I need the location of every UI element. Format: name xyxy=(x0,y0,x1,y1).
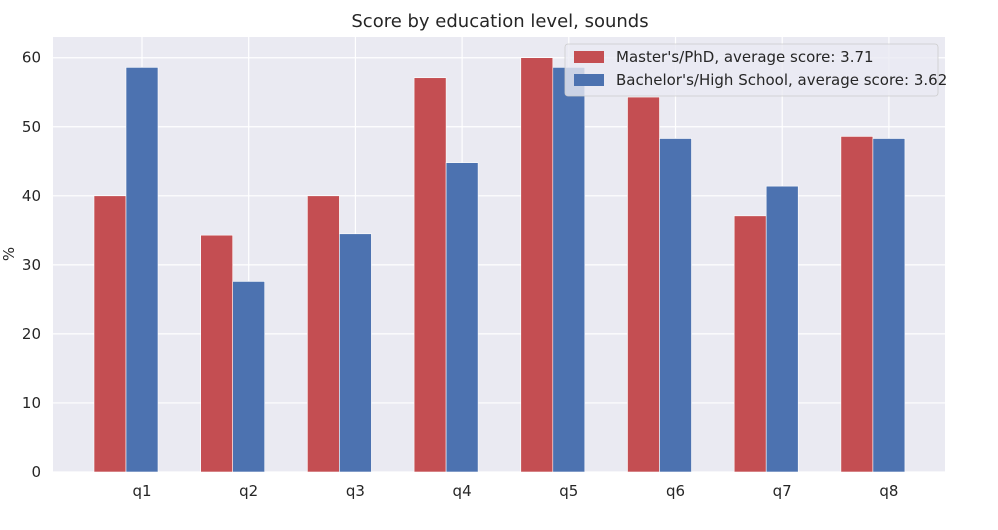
chart-title: Score by education level, sounds xyxy=(351,11,648,32)
bar-masters-phd xyxy=(200,234,233,473)
bar-bachelors-high-school xyxy=(552,67,586,473)
x-tick-label: q1 xyxy=(132,482,151,500)
y-tick-labels: 0 10 20 30 40 50 60 xyxy=(22,49,41,481)
bar-masters-phd xyxy=(840,136,874,473)
y-tick-label: 20 xyxy=(22,325,41,343)
legend-label-masters: Master's/PhD, average score: 3.71 xyxy=(616,48,874,66)
bar-bachelors-high-school xyxy=(765,185,799,473)
bar-masters-phd xyxy=(93,195,127,473)
x-tick-label: q6 xyxy=(666,482,685,500)
legend-swatch-bachelors xyxy=(574,74,604,86)
x-tick-label: q3 xyxy=(346,482,365,500)
bar-masters-phd xyxy=(733,215,767,473)
bar-bachelors-high-school xyxy=(339,233,372,473)
legend-box xyxy=(564,43,939,97)
legend-swatch-masters xyxy=(574,51,604,63)
x-tick-label: q4 xyxy=(453,482,472,500)
y-tick-label: 40 xyxy=(22,187,41,205)
y-tick-label: 60 xyxy=(22,49,41,67)
bar-masters-phd xyxy=(627,96,660,473)
y-axis-label: % xyxy=(0,247,18,261)
legend-label-bachelors: Bachelor's/High School, average score: 3… xyxy=(616,71,947,89)
bar-bachelors-high-school xyxy=(125,67,159,473)
bar-bachelors-high-school xyxy=(445,162,479,473)
x-tick-label: q7 xyxy=(773,482,792,500)
y-tick-label: 10 xyxy=(22,394,41,412)
bar-masters-phd xyxy=(520,57,554,473)
bar-bachelors-high-school xyxy=(232,281,265,473)
bars xyxy=(93,57,906,473)
y-tick-label: 50 xyxy=(22,118,41,136)
x-tick-label: q8 xyxy=(879,482,898,500)
x-tick-labels: q1 q2 q3 q4 q5 q6 q7 q8 xyxy=(132,482,898,500)
bar-bachelors-high-school xyxy=(659,138,692,473)
plot-area xyxy=(53,37,945,472)
bar-masters-phd xyxy=(413,77,447,473)
y-tick-label: 0 xyxy=(31,463,41,481)
x-tick-label: q2 xyxy=(239,482,258,500)
bar-masters-phd xyxy=(307,195,340,473)
x-tick-label: q5 xyxy=(559,482,578,500)
y-tick-label: 30 xyxy=(22,256,41,274)
bar-bachelors-high-school xyxy=(872,138,906,473)
legend: Master's/PhD, average score: 3.71 Bachel… xyxy=(564,43,947,97)
